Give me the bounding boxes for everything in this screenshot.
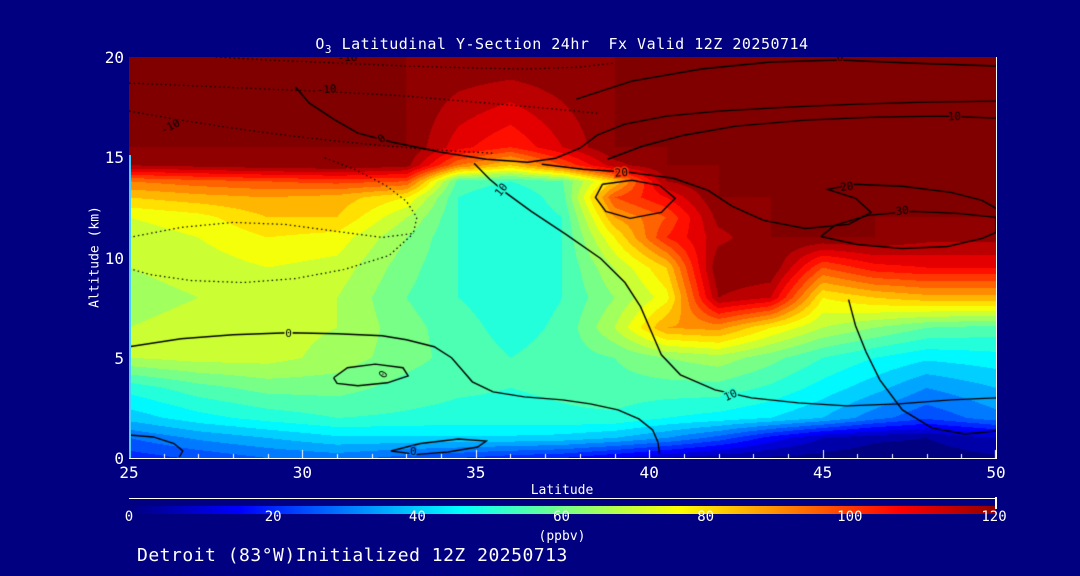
chart-title-species-subscript: 3 bbox=[324, 43, 333, 56]
heatmap-canvas bbox=[129, 57, 996, 458]
x-tick-label: 40 bbox=[639, 463, 659, 482]
y-axis-title: Altitude (km) bbox=[87, 206, 103, 308]
colorbar-tick-label: 40 bbox=[408, 509, 426, 525]
colorbar-canvas bbox=[129, 506, 996, 514]
x-axis-title: Latitude bbox=[530, 483, 594, 498]
y-tick-label: 20 bbox=[104, 48, 124, 67]
colorbar-unit-label: (ppbv) bbox=[538, 529, 586, 544]
footer-annotation: Detroit (83°W)Initialized 12Z 20250713 bbox=[137, 545, 568, 566]
colorbar-tick-label: 60 bbox=[553, 509, 570, 525]
colorbar bbox=[129, 497, 997, 514]
colorbar-tick-label: 120 bbox=[981, 509, 1007, 525]
x-tick-label: 35 bbox=[466, 463, 486, 482]
y-tick-label: 15 bbox=[104, 148, 124, 168]
y-tick-label: 5 bbox=[114, 348, 124, 368]
colorbar-tick-label: 0 bbox=[124, 509, 134, 525]
colorbar-tick-label: 80 bbox=[697, 509, 715, 525]
chart-title: O3 Latitudinal Y-Section 24hr Fx Valid 1… bbox=[315, 35, 808, 56]
chart-title-species: O bbox=[315, 35, 325, 53]
y-tick-label: 0 bbox=[114, 449, 124, 468]
plot-area bbox=[129, 57, 997, 459]
chart-title-text: Latitudinal Y-Section 24hr Fx Valid 12Z … bbox=[332, 35, 809, 53]
colorbar-tick-label: 100 bbox=[837, 509, 863, 525]
colorbar-end-cap bbox=[995, 497, 997, 509]
left-edge-data-strip bbox=[129, 155, 131, 458]
x-tick-label: 45 bbox=[812, 463, 833, 482]
colorbar-tick-label: 20 bbox=[264, 509, 282, 525]
x-tick-label: 50 bbox=[986, 463, 1006, 482]
x-tick-label: 30 bbox=[292, 463, 313, 482]
y-tick-label: 10 bbox=[104, 248, 124, 268]
x-tick-label: 25 bbox=[119, 463, 139, 482]
